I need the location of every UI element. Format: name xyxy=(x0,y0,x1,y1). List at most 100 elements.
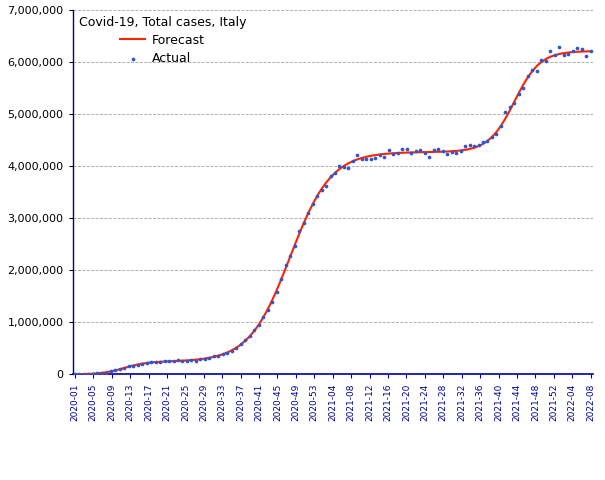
Actual xyxy=(303,209,313,217)
Actual xyxy=(164,358,174,365)
Actual xyxy=(214,352,223,360)
Actual xyxy=(528,66,537,73)
Actual xyxy=(286,252,295,260)
Actual xyxy=(397,145,407,153)
Actual xyxy=(232,344,241,352)
Actual xyxy=(357,155,367,163)
Actual xyxy=(523,72,532,80)
Actual xyxy=(209,352,219,360)
Line: Forecast: Forecast xyxy=(75,51,590,374)
Actual xyxy=(102,369,111,377)
Actual xyxy=(483,137,492,145)
Actual xyxy=(79,371,89,378)
Actual xyxy=(460,143,470,150)
Actual xyxy=(388,150,398,158)
Actual xyxy=(115,366,125,373)
Actual xyxy=(330,169,340,177)
Actual xyxy=(245,333,255,340)
Actual xyxy=(451,149,461,156)
Actual xyxy=(577,46,586,53)
Actual xyxy=(518,84,528,91)
Actual xyxy=(429,146,439,154)
Actual xyxy=(160,357,169,365)
Actual xyxy=(204,354,214,362)
Actual xyxy=(294,227,304,235)
Actual xyxy=(276,275,286,283)
Actual xyxy=(474,141,483,148)
Actual xyxy=(348,157,358,165)
Actual xyxy=(218,350,227,358)
Actual xyxy=(142,359,151,367)
Actual xyxy=(559,51,569,59)
Actual xyxy=(151,358,160,366)
Actual xyxy=(227,347,237,354)
Actual xyxy=(308,200,318,208)
Actual xyxy=(299,219,309,227)
Actual xyxy=(137,360,147,368)
Actual xyxy=(88,370,97,378)
Actual xyxy=(563,50,573,58)
Actual xyxy=(74,371,84,378)
Actual xyxy=(191,357,201,364)
Actual xyxy=(554,44,564,51)
Actual xyxy=(537,56,546,64)
Actual xyxy=(155,359,165,366)
Actual xyxy=(182,357,192,365)
Actual xyxy=(173,356,183,364)
Actual xyxy=(402,145,411,153)
Actual xyxy=(379,153,389,161)
Forecast xyxy=(385,151,393,156)
Actual xyxy=(433,145,443,153)
Forecast xyxy=(246,333,253,339)
Actual xyxy=(366,155,376,163)
Actual xyxy=(312,192,322,200)
Actual xyxy=(97,369,106,377)
Actual xyxy=(353,151,362,159)
Actual xyxy=(407,149,416,157)
Actual xyxy=(106,367,116,375)
Actual xyxy=(254,321,264,329)
Actual xyxy=(469,142,479,150)
Forecast xyxy=(502,116,509,121)
Actual xyxy=(384,146,394,154)
Actual xyxy=(505,104,515,111)
Actual xyxy=(325,172,335,180)
Actual xyxy=(514,91,524,98)
Actual xyxy=(93,370,102,377)
Actual xyxy=(550,51,560,59)
Actual xyxy=(258,313,268,321)
Actual xyxy=(344,164,353,172)
Actual xyxy=(236,340,246,348)
Actual xyxy=(124,363,134,371)
Actual xyxy=(546,48,555,55)
Actual xyxy=(541,57,551,65)
Actual xyxy=(416,146,425,154)
Actual xyxy=(339,163,349,171)
Actual xyxy=(83,371,93,378)
Actual xyxy=(568,47,578,55)
Actual xyxy=(446,148,456,156)
Actual xyxy=(146,359,156,366)
Actual xyxy=(263,306,272,314)
Actual xyxy=(424,153,434,161)
Actual xyxy=(335,162,344,170)
Actual xyxy=(132,361,143,369)
Actual xyxy=(411,147,420,155)
Actual xyxy=(110,366,120,374)
Actual xyxy=(500,108,510,115)
Forecast xyxy=(488,134,495,140)
Actual xyxy=(492,130,502,138)
Actual xyxy=(487,133,497,141)
Actual xyxy=(249,326,259,334)
Actual xyxy=(321,182,331,190)
Actual xyxy=(267,298,277,306)
Actual xyxy=(532,68,541,75)
Actual xyxy=(581,52,591,60)
Actual xyxy=(438,147,448,155)
Forecast xyxy=(417,149,424,155)
Actual xyxy=(375,151,385,159)
Actual xyxy=(586,47,595,54)
Actual xyxy=(316,186,326,193)
Actual xyxy=(70,371,80,378)
Actual xyxy=(169,358,178,365)
